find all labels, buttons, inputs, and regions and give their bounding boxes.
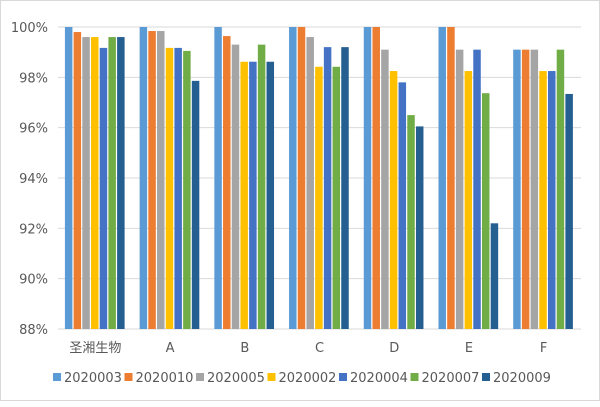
bar-2020004-0	[99, 47, 108, 329]
bar-2020005-5	[455, 49, 464, 330]
bar-2020004-5	[473, 49, 481, 330]
bar-2020003-4	[363, 27, 372, 329]
bar-2020010-3	[297, 27, 306, 329]
bar-2020009-0	[117, 37, 125, 330]
bar-2020005-6	[530, 49, 539, 330]
bars	[64, 27, 573, 330]
legend-item: 2020005	[196, 371, 265, 386]
bar-2020009-4	[415, 126, 424, 330]
legend-swatch	[196, 373, 204, 381]
y-tick-label: 92%	[19, 222, 48, 237]
bar-2020002-5	[464, 71, 473, 330]
bar-2020004-6	[547, 71, 556, 330]
bar-2020007-5	[481, 93, 490, 330]
bar-2020005-4	[381, 49, 389, 330]
bar-2020004-4	[398, 82, 407, 329]
y-axis-ticks: 88% 90% 92% 94% 96% 98% 100%	[11, 21, 48, 338]
x-tick-label: D	[389, 341, 399, 356]
x-tick-label: C	[315, 341, 324, 356]
bar-2020003-0	[64, 27, 73, 329]
bar-2020004-2	[249, 61, 257, 329]
bar-2020007-0	[108, 37, 116, 330]
bar-2020002-2	[240, 61, 248, 329]
y-tick-label: 96%	[19, 122, 48, 137]
bar-2020007-3	[332, 66, 341, 329]
bar-2020009-2	[266, 61, 275, 329]
y-tick-label: 88%	[19, 323, 48, 338]
bar-2020007-2	[257, 44, 266, 329]
bar-2020010-0	[73, 32, 82, 330]
bar-2020010-1	[148, 31, 156, 329]
bar-2020010-5	[447, 27, 455, 329]
bar-2020010-6	[521, 49, 530, 330]
legend-item: 2020004	[339, 371, 408, 386]
legend-swatch	[410, 373, 419, 381]
bar-2020007-4	[407, 115, 415, 329]
legend-item: 2020002	[267, 371, 337, 386]
x-axis-ticks: 圣湘生物 A B C D E F	[69, 341, 547, 356]
bar-2020002-0	[91, 37, 99, 330]
bar-2020005-1	[157, 31, 165, 329]
bar-2020007-1	[183, 50, 191, 330]
y-tick-label: 90%	[19, 273, 48, 288]
bar-2020009-6	[565, 93, 573, 330]
bar-2020004-3	[323, 47, 332, 330]
y-tick-label: 98%	[19, 71, 48, 86]
bar-2020003-6	[513, 49, 521, 330]
legend-swatch	[339, 373, 347, 381]
legend-label: 2020007	[422, 371, 480, 386]
legend-swatch	[53, 373, 61, 381]
bar-2020003-1	[139, 27, 148, 329]
legend-swatch	[267, 373, 276, 381]
bar-2020009-1	[191, 80, 200, 330]
legend-item: 2020010	[124, 371, 194, 386]
bar-2020003-3	[289, 27, 297, 329]
legend-swatch	[482, 373, 490, 381]
x-tick-label: F	[540, 341, 547, 356]
bar-2020002-4	[389, 71, 398, 330]
bar-2020005-2	[231, 44, 240, 329]
bar-2020003-2	[214, 27, 222, 329]
legend-label: 2020010	[136, 371, 194, 386]
bar-2020003-5	[438, 27, 446, 329]
legend-swatch	[124, 373, 133, 381]
legend-label: 2020002	[279, 371, 337, 386]
legend-label: 2020005	[207, 371, 265, 386]
x-tick-label: B	[240, 341, 249, 356]
x-tick-label: 圣湘生物	[69, 341, 121, 356]
legend-label: 2020003	[64, 371, 122, 386]
bar-2020002-1	[165, 47, 174, 329]
x-tick-label: E	[465, 341, 473, 356]
legend-label: 2020009	[493, 371, 551, 386]
legend-item: 2020009	[482, 371, 551, 386]
bar-2020009-3	[341, 47, 349, 330]
legend-label: 2020004	[350, 371, 408, 386]
bar-2020005-3	[306, 37, 314, 330]
legend-item: 2020003	[53, 371, 122, 386]
bar-2020007-6	[556, 49, 565, 330]
bar-2020002-3	[315, 66, 323, 329]
legend-item: 2020007	[410, 371, 480, 386]
bar-2020009-5	[490, 223, 499, 329]
bar-2020004-1	[174, 47, 182, 329]
x-tick-label: A	[166, 341, 175, 356]
bar-2020010-4	[372, 27, 380, 329]
legend: 2020003 2020010 2020005 2020002 2020004 20200…	[53, 371, 551, 386]
y-tick-label: 94%	[19, 172, 48, 187]
y-tick-label: 100%	[11, 21, 48, 36]
bar-2020002-6	[539, 71, 547, 330]
bar-2020010-2	[223, 36, 231, 330]
bar-2020005-0	[82, 37, 90, 330]
